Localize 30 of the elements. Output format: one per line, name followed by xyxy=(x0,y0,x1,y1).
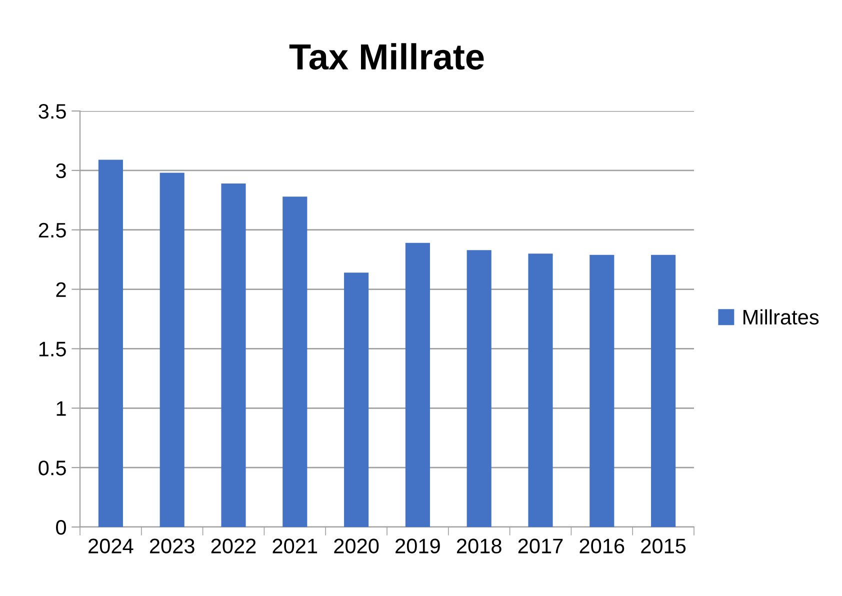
y-tick-label: 2.5 xyxy=(38,222,66,238)
y-tick-label: 0.5 xyxy=(38,460,66,476)
x-tick-label: 2015 xyxy=(641,538,686,554)
y-tick-label: 0 xyxy=(56,520,66,535)
bar xyxy=(221,184,246,527)
bar xyxy=(98,160,123,527)
y-tick-label: 2 xyxy=(56,282,66,297)
legend-label: Millrates xyxy=(744,309,819,325)
x-tick-label: 2017 xyxy=(518,538,563,554)
x-tick-label: 2024 xyxy=(88,538,134,554)
x-tick-label: 2021 xyxy=(272,538,318,554)
bar xyxy=(160,172,184,527)
x-tick-label: 2019 xyxy=(396,538,440,554)
bar xyxy=(651,254,676,527)
bar xyxy=(344,272,369,527)
x-tick-label: 2023 xyxy=(150,538,194,554)
chart-title: Tax Millrate xyxy=(289,43,484,70)
bar xyxy=(405,242,430,527)
x-tick-label: 2016 xyxy=(580,538,624,554)
x-tick-label: 2022 xyxy=(211,538,256,554)
bar xyxy=(282,196,308,527)
x-tick-label: 2020 xyxy=(334,538,379,554)
y-tick-label: 1.5 xyxy=(39,342,66,356)
bar xyxy=(590,254,614,527)
y-tick-label: 1 xyxy=(56,401,66,416)
bar xyxy=(466,250,492,527)
bar xyxy=(528,254,553,527)
y-tick-label: 3.5 xyxy=(38,104,66,119)
y-tick-label: 3 xyxy=(56,163,66,178)
x-tick-label: 2018 xyxy=(456,538,502,554)
